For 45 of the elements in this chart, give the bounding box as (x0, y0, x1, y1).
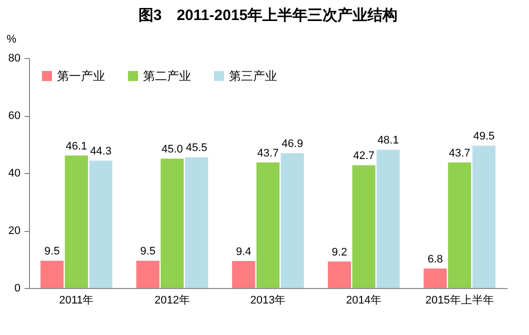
data-label: 9.4 (236, 246, 252, 258)
x-tick-label: 2012年 (154, 294, 190, 306)
data-label: 48.1 (377, 134, 399, 147)
bar (89, 160, 112, 288)
data-label: 46.1 (66, 140, 88, 152)
legend-label: 第二产业 (143, 69, 191, 83)
y-tick-label: 80 (8, 52, 20, 64)
y-tick-label: 20 (8, 225, 20, 237)
y-axis-title: % (6, 34, 17, 46)
data-label: 46.9 (282, 138, 304, 150)
data-label: 9.2 (332, 246, 348, 259)
data-label: 43.7 (448, 147, 470, 160)
x-tick-label: 2014年 (346, 294, 382, 306)
data-label: 9.5 (140, 246, 156, 258)
data-label: 6.8 (428, 253, 443, 266)
data-label: 49.5 (473, 130, 495, 143)
bar (160, 158, 184, 288)
data-label: 9.5 (44, 246, 60, 258)
y-tick-label: 60 (8, 110, 20, 122)
bar (280, 153, 304, 288)
bar (256, 162, 280, 288)
bar (352, 165, 376, 288)
bar (40, 260, 64, 288)
legend-label: 第三产业 (229, 69, 277, 83)
bar (232, 260, 256, 288)
bar (184, 157, 208, 288)
bar (448, 162, 472, 288)
x-tick-label: 2011年 (59, 294, 94, 306)
y-tick-label: 40 (8, 168, 20, 180)
data-label: 42.7 (353, 150, 375, 162)
bar (328, 262, 352, 288)
data-label: 45.5 (186, 142, 208, 154)
data-label: 44.3 (90, 146, 112, 158)
bar (136, 260, 160, 288)
bar (472, 146, 496, 288)
bar (64, 155, 88, 288)
legend-label: 第一产业 (57, 69, 105, 83)
data-label: 45.0 (161, 144, 183, 156)
bar (424, 268, 447, 288)
x-tick-label: 2015年上半年 (425, 294, 494, 306)
x-tick-label: 2013年 (250, 294, 286, 306)
chart-title: 图3 2011-2015年上半年三次产业结构 (138, 7, 398, 24)
bar (376, 150, 400, 288)
y-tick-label: 0 (14, 282, 20, 294)
data-label: 43.7 (257, 147, 279, 160)
